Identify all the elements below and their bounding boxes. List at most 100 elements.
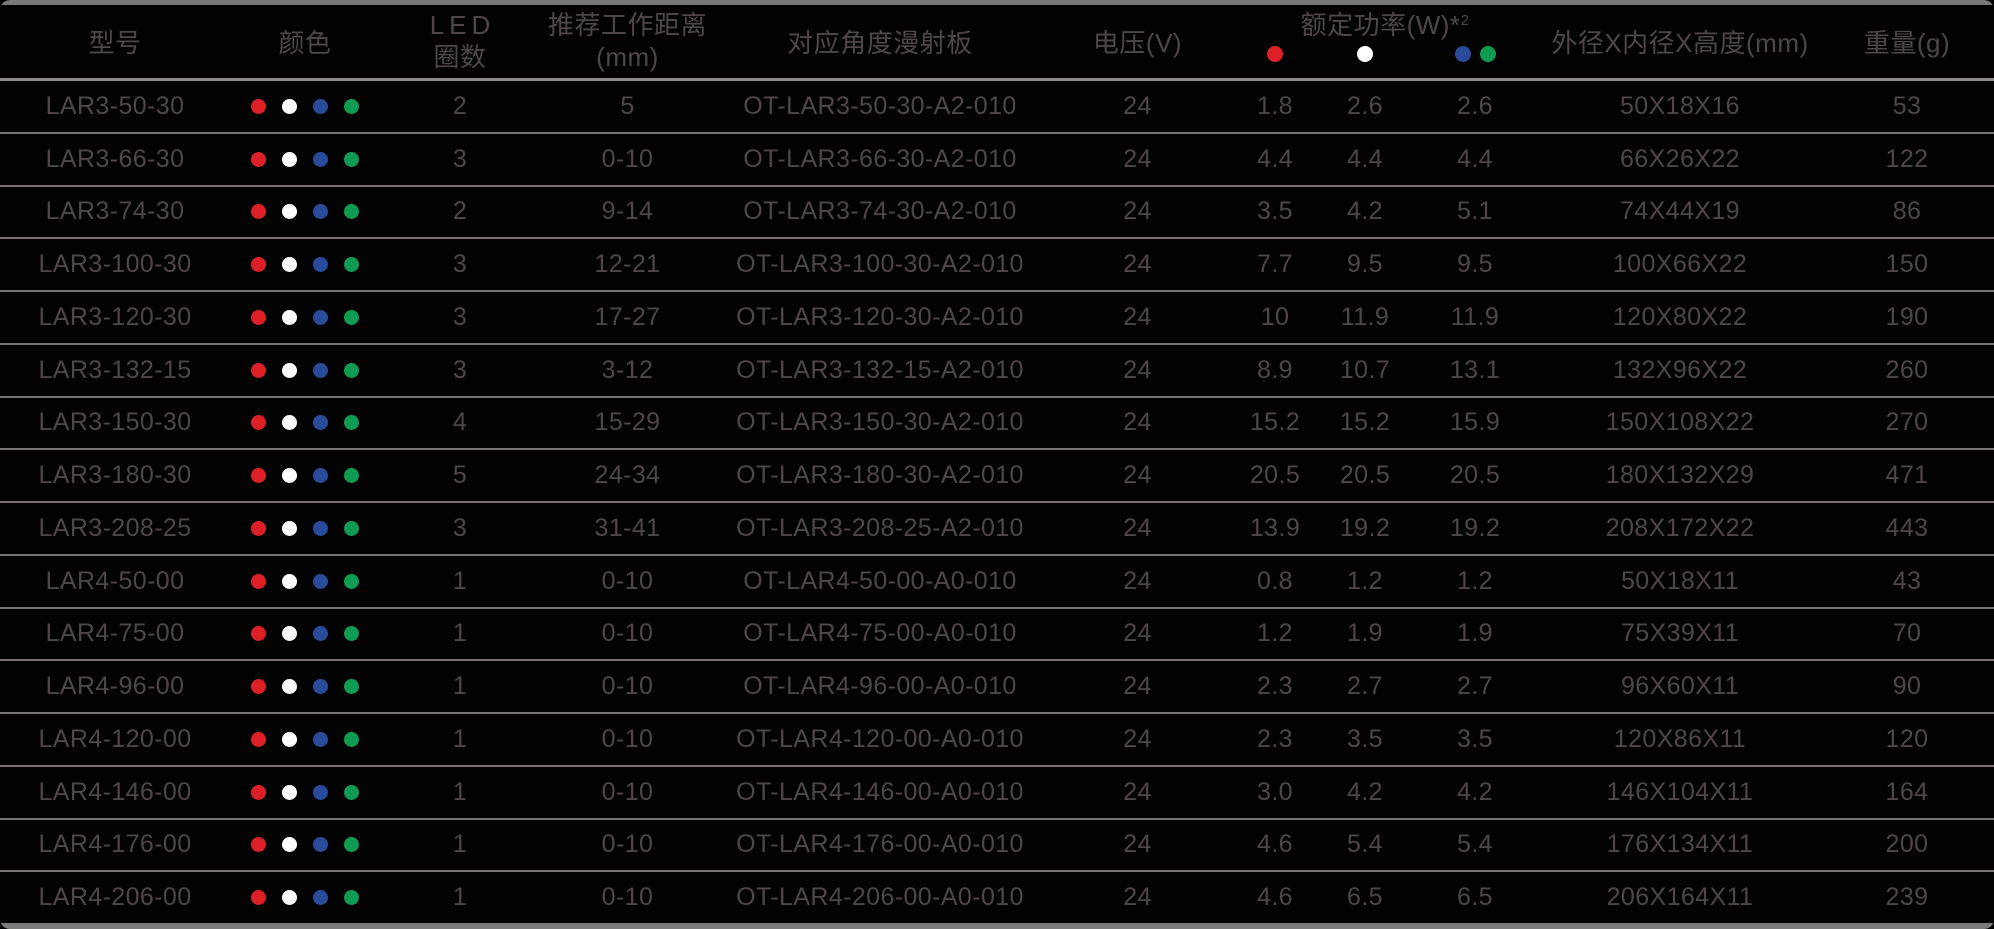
cell-colors: [230, 257, 380, 273]
header-rated-power-title: 额定功率(W)*2: [1230, 12, 1540, 38]
white-dot-icon: [282, 309, 297, 325]
cell-led-rings: 4: [452, 408, 468, 437]
cell-power-red: 1.8: [1257, 91, 1293, 120]
cell-weight: 260: [1885, 355, 1929, 384]
cell-weight: 239: [1885, 883, 1929, 912]
cell-dimensions: 75X39X11: [1620, 619, 1740, 648]
cell-power-red: 1.2: [1257, 619, 1293, 648]
cell-voltage: 24: [1123, 830, 1152, 859]
table-body: LAR3-50-30 2 5 OT-LAR3-50-30-A2-010 24 1.8 2.6…: [0, 81, 1994, 923]
cell-power-red: 7.7: [1257, 250, 1293, 279]
cell-dimensions: 208X172X22: [1605, 513, 1755, 542]
cell-diffuser: OT-LAR3-150-30-A2-010: [736, 408, 1024, 437]
cell-weight: 270: [1885, 408, 1929, 437]
table-row: LAR4-75-00 1 0-10 OT-LAR4-75-00-A0-010 24 1.2…: [0, 606, 1994, 660]
cell-dimensions: 146X104X11: [1606, 777, 1754, 806]
blue-dot-icon: [313, 257, 328, 273]
red-dot-icon: [1267, 46, 1283, 62]
cell-weight: 471: [1885, 461, 1929, 490]
green-dot-icon: [344, 626, 359, 642]
green-dot-icon: [344, 520, 359, 536]
cell-model: LAR4-96-00: [45, 672, 185, 701]
green-dot-icon: [344, 309, 359, 325]
cell-power-red: 8.9: [1257, 355, 1293, 384]
cell-voltage: 24: [1123, 250, 1152, 279]
cell-diffuser: OT-LAR4-75-00-A0-010: [743, 619, 1017, 648]
green-dot-icon: [344, 890, 359, 906]
cell-diffuser: OT-LAR3-74-30-A2-010: [743, 197, 1017, 226]
green-dot-icon: [344, 573, 359, 589]
cell-power-bluegreen: 11.9: [1450, 302, 1500, 331]
cell-model: LAR3-180-30: [38, 461, 192, 490]
cell-weight: 443: [1885, 513, 1929, 542]
cell-model: LAR3-208-25: [38, 513, 192, 542]
cell-led-rings: 1: [452, 619, 468, 648]
cell-dimensions: 120X80X22: [1612, 302, 1748, 331]
table-row: LAR4-206-00 1 0-10 OT-LAR4-206-00-A0-010 24 4…: [0, 870, 1994, 923]
cell-working-distance: 17-27: [594, 302, 661, 331]
cell-led-rings: 3: [452, 144, 468, 173]
header-led-line1: LED: [429, 10, 496, 41]
header-model: 型号: [88, 28, 142, 58]
cell-power-red: 4.6: [1257, 830, 1293, 859]
table-row: LAR4-120-00 1 0-10 OT-LAR4-120-00-A0-010 24 2…: [0, 712, 1994, 765]
cell-voltage: 24: [1123, 777, 1152, 806]
cell-power-white: 4.2: [1347, 777, 1383, 806]
blue-dot-icon: [313, 679, 328, 695]
cell-colors: [230, 837, 380, 853]
header-color: 颜色: [278, 28, 332, 58]
cell-power-bluegreen: 1.9: [1457, 619, 1493, 648]
cell-weight: 164: [1885, 777, 1929, 806]
green-dot-icon: [344, 784, 359, 800]
cell-power-bluegreen: 2.7: [1457, 672, 1493, 701]
header-power-dots: [1230, 46, 1540, 62]
header-voltage: 电压(V): [1092, 28, 1183, 58]
cell-weight: 43: [1892, 566, 1922, 595]
cell-diffuser: OT-LAR3-50-30-A2-010: [743, 91, 1017, 120]
cell-colors: [230, 573, 380, 589]
cell-dimensions: 50X18X16: [1620, 91, 1740, 120]
cell-power-white: 2.6: [1347, 91, 1383, 120]
white-dot-icon: [282, 468, 297, 484]
blue-dot-icon: [313, 890, 328, 906]
table-row: LAR3-50-30 2 5 OT-LAR3-50-30-A2-010 24 1.8 2.6…: [0, 81, 1994, 132]
cell-model: LAR4-120-00: [38, 724, 192, 753]
white-dot-icon: [282, 520, 297, 536]
green-dot-icon: [344, 415, 359, 431]
bottom-frame-bar: [0, 923, 1994, 929]
header-weight: 重量(g): [1863, 28, 1951, 58]
cell-led-rings: 3: [452, 302, 468, 331]
cell-led-rings: 3: [452, 513, 468, 542]
cell-led-rings: 5: [452, 461, 468, 490]
table-row: LAR3-208-25 3 31-41 OT-LAR3-208-25-A2-010 24…: [0, 501, 1994, 554]
blue-dot-icon: [313, 784, 328, 800]
cell-weight: 200: [1885, 830, 1929, 859]
cell-power-white: 10.7: [1339, 355, 1391, 384]
blue-dot-icon: [313, 626, 328, 642]
blue-dot-icon: [313, 468, 328, 484]
cell-power-white: 1.2: [1347, 566, 1383, 595]
green-dot-icon: [344, 679, 359, 695]
cell-diffuser: OT-LAR3-100-30-A2-010: [736, 250, 1024, 279]
cell-model: LAR4-50-00: [45, 566, 185, 595]
white-dot-icon: [282, 890, 297, 906]
cell-voltage: 24: [1123, 619, 1152, 648]
blue-dot-icon: [313, 98, 328, 114]
cell-power-bluegreen: 4.2: [1457, 777, 1493, 806]
cell-weight: 122: [1885, 144, 1929, 173]
cell-weight: 70: [1892, 619, 1922, 648]
red-dot-icon: [251, 837, 266, 853]
table-row: LAR3-100-30 3 12-21 OT-LAR3-100-30-A2-010 24…: [0, 237, 1994, 290]
green-dot-icon: [344, 151, 359, 167]
cell-colors: [230, 415, 380, 431]
cell-power-bluegreen: 9.5: [1457, 250, 1493, 279]
cell-power-bluegreen: 13.1: [1449, 355, 1501, 384]
red-dot-icon: [251, 520, 266, 536]
header-dimensions: 外径X内径X高度(mm): [1551, 28, 1809, 58]
cell-weight: 190: [1885, 302, 1929, 331]
white-dot-icon: [282, 837, 297, 853]
cell-colors: [230, 626, 380, 642]
cell-colors: [230, 731, 380, 747]
cell-working-distance: 15-29: [594, 408, 661, 437]
